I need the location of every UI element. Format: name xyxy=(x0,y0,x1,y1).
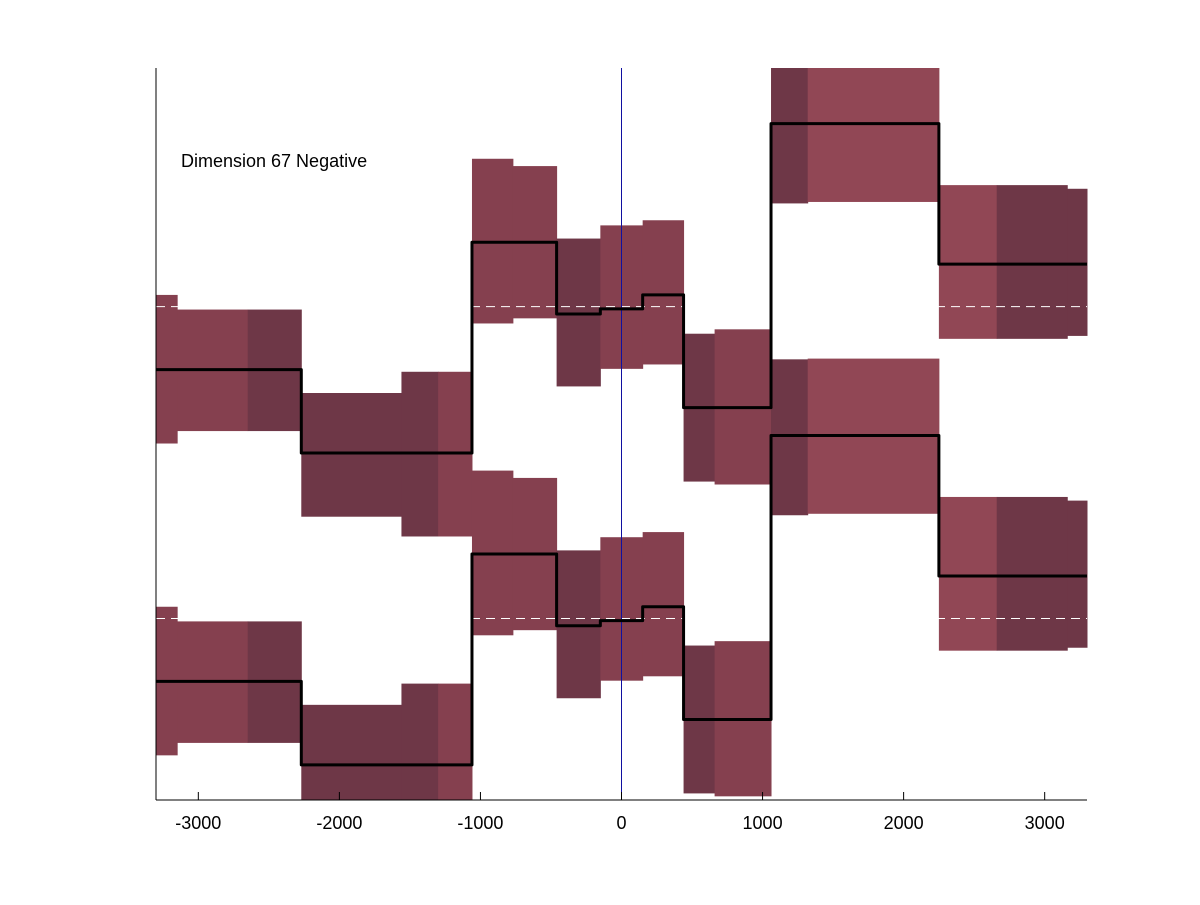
band-segment-1 xyxy=(938,185,998,339)
x-tick-label: 1000 xyxy=(743,813,783,833)
axes: -3000 -2000 -1000 0 1000 2000 3000 xyxy=(155,68,1087,833)
band-segment-1 xyxy=(807,68,940,202)
band-segment-2 xyxy=(401,683,439,800)
band-segment-1 xyxy=(642,220,685,365)
band-segment-2 xyxy=(1067,500,1088,648)
x-tick-label: 2000 xyxy=(884,813,924,833)
band-segment-1 xyxy=(996,185,1068,339)
x-tick-label: -2000 xyxy=(316,813,362,833)
x-tick-label: 0 xyxy=(616,813,626,833)
chart-annotation: Dimension 67 Negative xyxy=(181,151,367,171)
step-line-2 xyxy=(156,433,1087,767)
band-segment-2 xyxy=(301,704,402,800)
band-segment-1 xyxy=(1067,188,1088,336)
x-tick-label: -3000 xyxy=(175,813,221,833)
band-segment-2 xyxy=(938,496,998,651)
band-segment-2 xyxy=(996,496,1068,651)
band-segment-1 xyxy=(301,393,402,517)
step-lines xyxy=(156,122,1087,767)
x-tick-label: -1000 xyxy=(457,813,503,833)
band-segment-2 xyxy=(771,359,809,516)
band-segment-2 xyxy=(438,683,473,800)
step-line-1 xyxy=(156,122,1087,455)
band-segment-2 xyxy=(642,532,685,677)
x-tick-label: 3000 xyxy=(1025,813,1065,833)
band-segment-1 xyxy=(771,68,809,204)
